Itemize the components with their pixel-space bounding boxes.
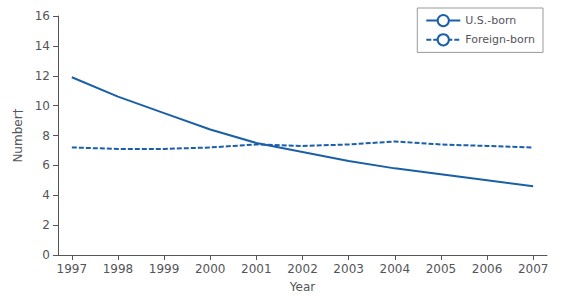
svg-text:2005: 2005 (426, 262, 457, 276)
svg-text:2002: 2002 (287, 262, 318, 276)
svg-text:1997: 1997 (57, 262, 88, 276)
svg-text:1998: 1998 (103, 262, 134, 276)
svg-text:Year: Year (289, 280, 315, 294)
svg-text:2007: 2007 (518, 262, 549, 276)
svg-text:2000: 2000 (195, 262, 226, 276)
svg-text:U.S.-born: U.S.-born (465, 14, 516, 27)
svg-text:Foreign-born: Foreign-born (465, 33, 535, 46)
svg-text:1999: 1999 (149, 262, 180, 276)
svg-text:4: 4 (42, 188, 50, 202)
svg-text:2003: 2003 (333, 262, 364, 276)
svg-text:Number†: Number† (11, 108, 25, 162)
svg-text:10: 10 (35, 99, 50, 113)
svg-text:2001: 2001 (241, 262, 272, 276)
svg-text:2004: 2004 (379, 262, 410, 276)
svg-text:12: 12 (35, 69, 50, 83)
svg-text:6: 6 (42, 158, 50, 172)
svg-text:16: 16 (35, 9, 50, 23)
svg-text:8: 8 (42, 129, 50, 143)
svg-text:0: 0 (42, 248, 50, 262)
svg-text:2: 2 (42, 218, 50, 232)
svg-text:14: 14 (35, 39, 50, 53)
svg-text:2006: 2006 (472, 262, 503, 276)
